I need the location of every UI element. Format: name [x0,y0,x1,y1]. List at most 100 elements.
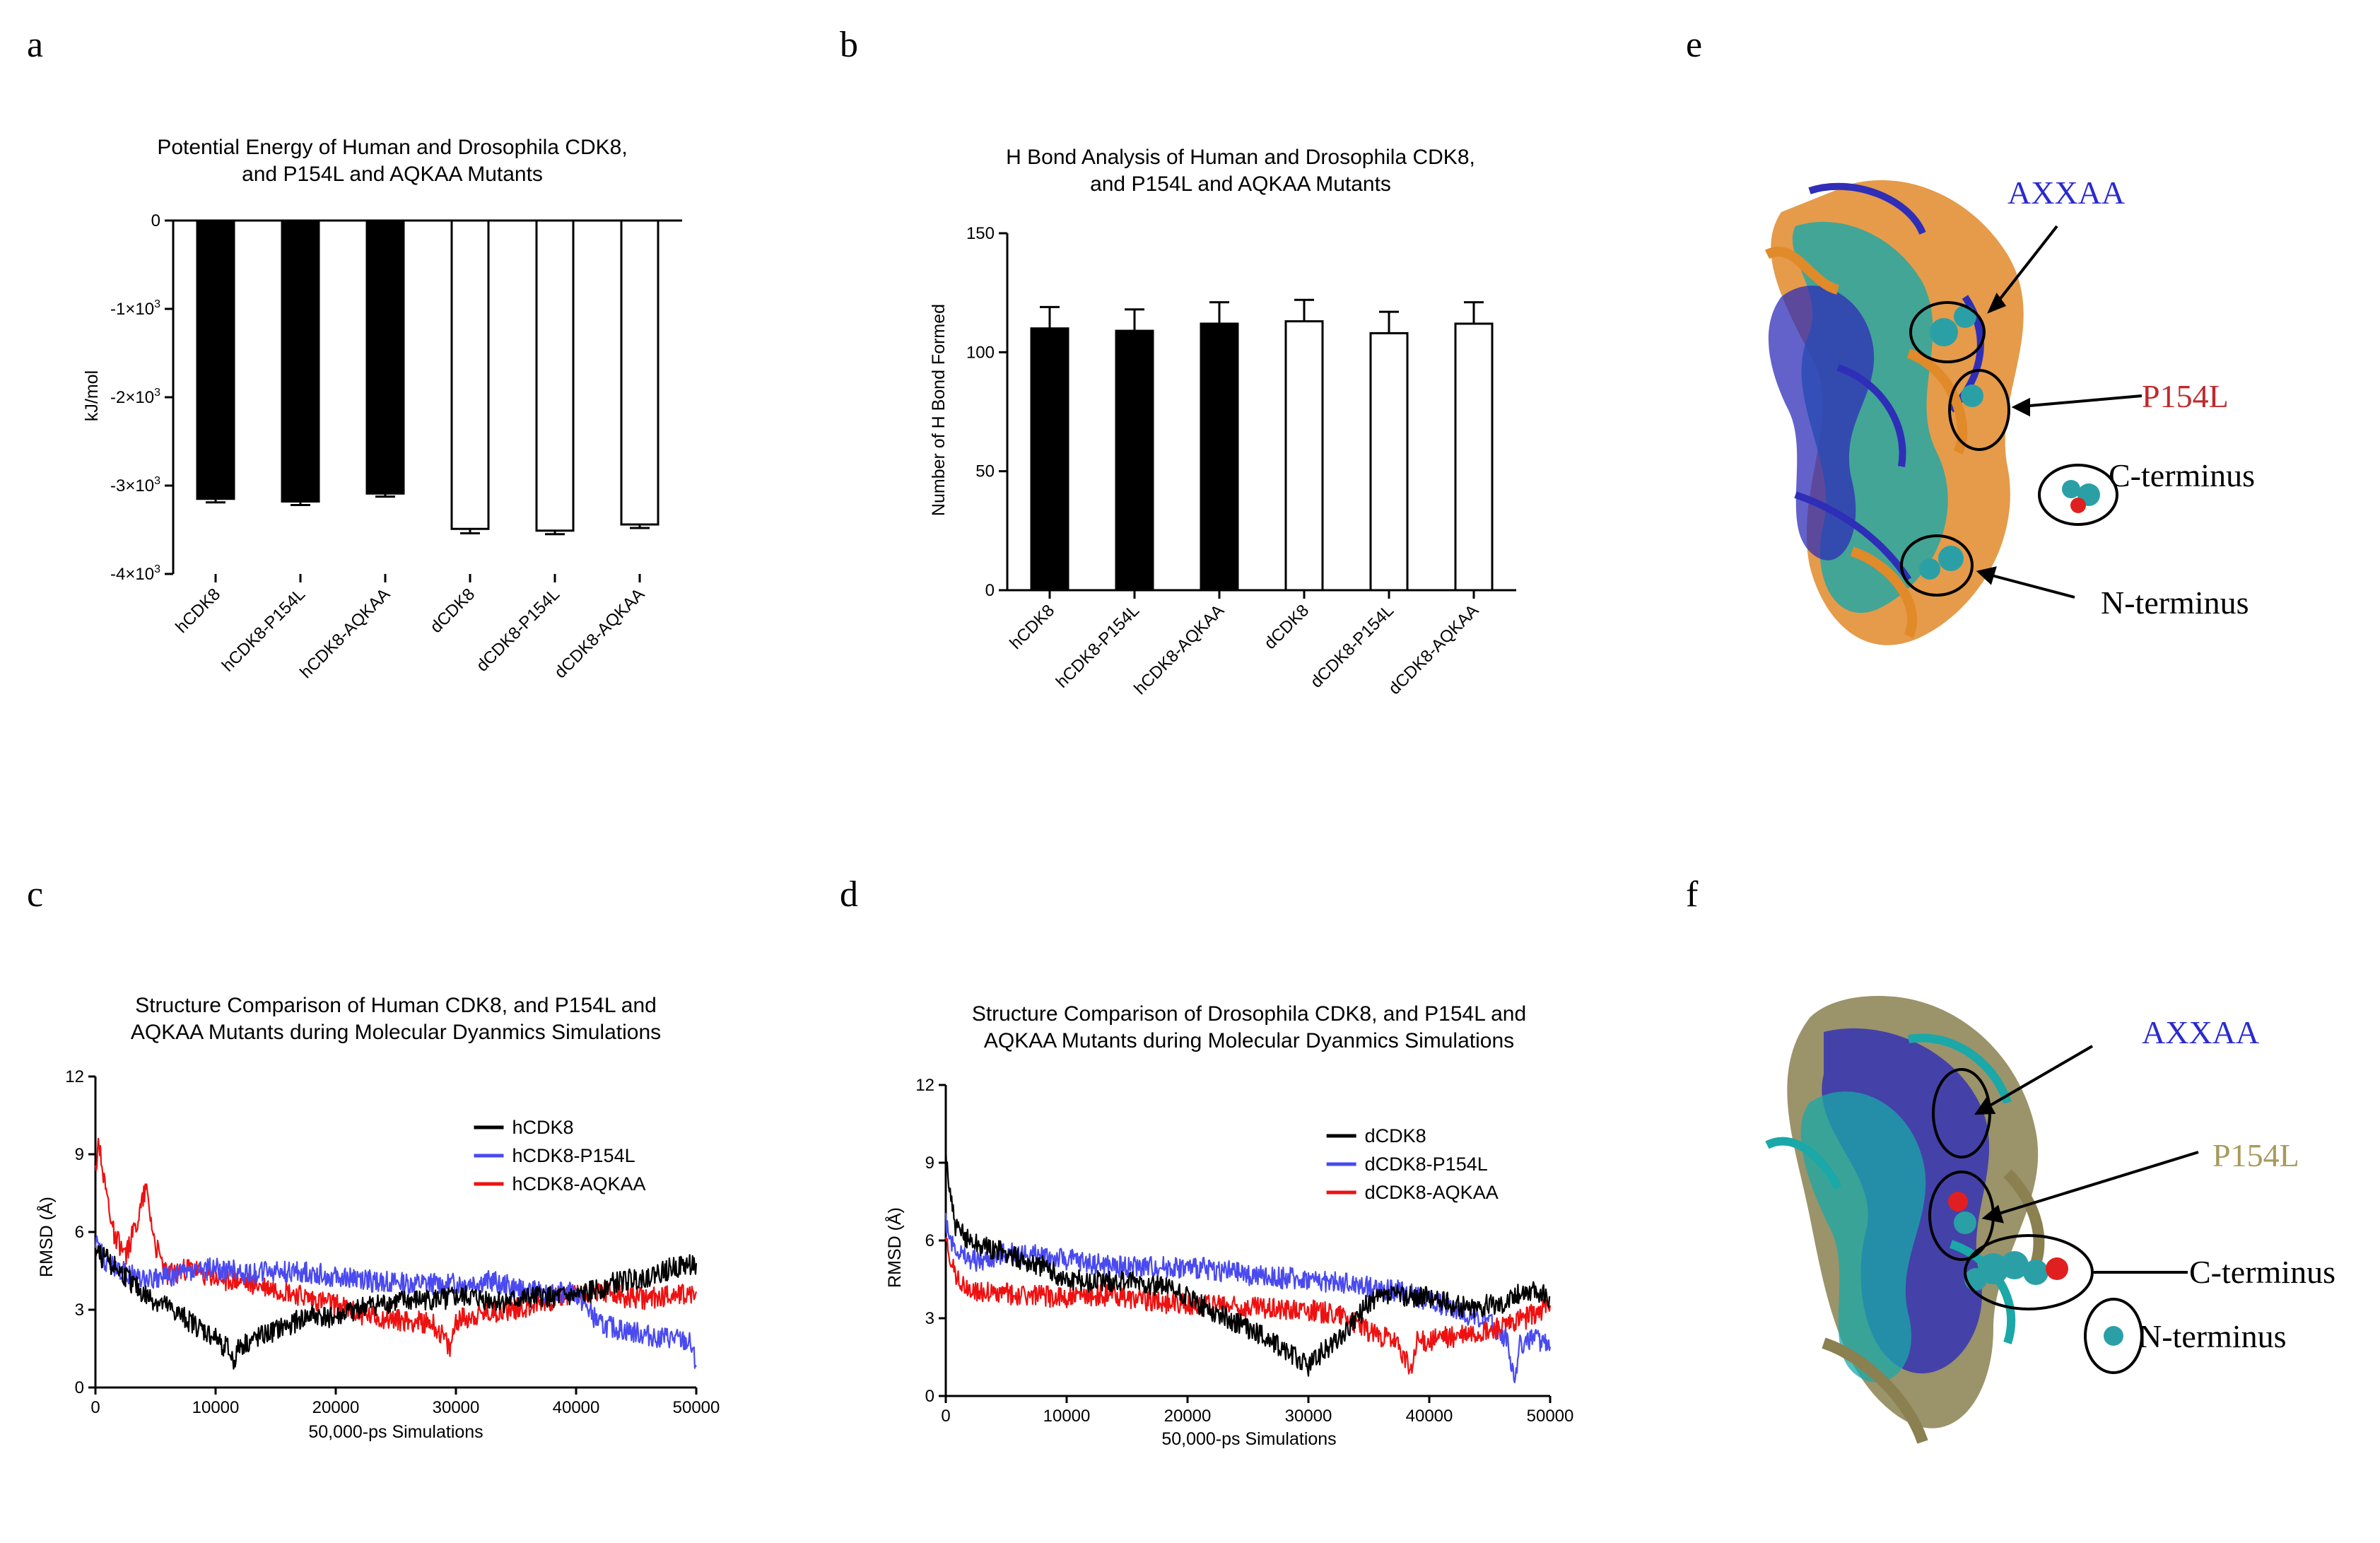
legend-entry: dCDK8-P154L [1365,1154,1488,1175]
bar [281,219,320,503]
y-tick-label: 50 [975,462,995,481]
ellipse-axxaa-e [1909,301,1986,363]
panel-letter-e: e [1686,25,1702,65]
series-line-dCDK8-AQKAA [944,1237,1552,1375]
protein-ribbon-f [1765,996,2045,1444]
chart-d-plot-area: 0 3 6 9 12 0 10000 20000 30000 40000 50000 dCDK8 dCD… [915,1076,1573,1426]
chart-c-ylabel: RMSD (Å) [35,1197,57,1277]
x-tick-label: dCDK8-AQKAA [1385,601,1482,698]
x-tick-label: dCDK8-P154L [1307,601,1398,692]
y-tick-label: 9 [75,1145,84,1164]
bar [1284,320,1324,592]
ellipse-cterm-e [2038,464,2118,526]
x-tick-label: dCDK8 [426,585,479,637]
bar [1200,322,1239,592]
x-tick-label: hCDK8-AQKAA [296,585,394,682]
x-tick-label: hCDK8 [1006,601,1058,653]
x-tick-label: dCDK8-AQKAA [551,585,648,682]
y-tick-label: -4×103 [110,563,160,584]
protein-ribbon-e [1764,180,2024,645]
y-tick-label: 0 [75,1378,84,1397]
chart-c-title: Structure Comparison of Human CDK8, and … [135,994,657,1017]
chart-d-xlabel: 50,000-ps Simulations [1161,1429,1336,1449]
series-line-hCDK8 [94,1245,698,1370]
bar [1030,327,1069,592]
x-tick-label: 40000 [1406,1407,1453,1426]
highlight-ellipses-e [1900,301,2118,597]
chart-b-hbond: H Bond Analysis of Human and Drosophila … [929,146,1516,698]
x-tick-label: 20000 [312,1398,360,1417]
y-tick-label: 3 [75,1301,84,1320]
series-line-dCDK8 [944,1144,1551,1377]
y-tick-label: 3 [925,1309,934,1328]
label-cterm-f: C-terminus [2189,1254,2335,1290]
x-tick-label: 20000 [1164,1407,1212,1426]
label-axxaa-f: AXXAA [2142,1014,2259,1050]
x-tick-label: hCDK8 [172,585,224,637]
chart-c-xlabel: 50,000-ps Simulations [308,1422,483,1442]
x-tick-label: 0 [90,1398,100,1417]
bar [196,219,235,500]
panel-letter-d: d [840,874,858,915]
panel-letter-b: b [840,25,858,65]
bar [450,219,490,530]
bar [1115,329,1154,592]
chart-b-title: H Bond Analysis of Human and Drosophila … [1006,146,1475,169]
chart-a-potential-energy: Potential Energy of Human and Drosophila… [82,136,682,682]
atom-spheres-e [1919,305,2100,580]
y-tick-label: 12 [915,1076,934,1095]
y-tick-label: 6 [925,1231,934,1250]
legend-entry: dCDK8 [1365,1125,1426,1146]
y-tick-label: 12 [65,1067,84,1086]
legend-entry: hCDK8 [512,1117,574,1138]
legend-entry: hCDK8-AQKAA [512,1173,646,1195]
x-tick-label: 30000 [433,1398,480,1417]
bar [1454,322,1494,592]
label-axxaa-e: AXXAA [2007,175,2125,211]
x-tick-label: 50000 [673,1398,720,1417]
y-tick-label: 6 [75,1223,84,1242]
panel-letter-c: c [27,874,43,915]
bar [1369,332,1409,592]
label-p154l-e: P154L [2142,378,2229,414]
chart-c-title-line2: AQKAA Mutants during Molecular Dyanmics … [131,1021,661,1044]
pointer-arrows-f [1974,1045,2199,1274]
legend-entry: dCDK8-AQKAA [1365,1182,1499,1203]
pointer-arrows-e [1976,225,2142,599]
chart-d-title: Structure Comparison of Drosophila CDK8,… [972,1002,1526,1026]
series-line-hCDK8-P154L [94,1235,697,1369]
chart-a-plot-area: 0 -1×103 -2×103 -3×103 -4×103 hCDK8hCDK8-P154… [110,211,682,682]
x-tick-label: dCDK8 [1260,601,1313,653]
panel-f-structure: AXXAA P154L C-terminus N-terminus [1765,996,2335,1444]
y-tick-label: -3×103 [110,475,160,495]
y-tick-label: -2×103 [110,387,160,407]
ellipse-nterm-f [2084,1298,2143,1374]
bar [620,219,660,526]
bar [365,219,405,495]
chart-c-rmsd-human: Structure Comparison of Human CDK8, and … [35,994,720,1442]
atom-spheres-f [1948,1192,2123,1346]
x-tick-label: hCDK8-P154L [218,585,310,676]
panel-e-structure: AXXAA P154L C-terminus N-terminus [1764,175,2255,645]
x-tick-label: 10000 [192,1398,240,1417]
x-tick-label: 0 [941,1407,950,1426]
y-tick-label: 0 [925,1387,934,1406]
panel-letter-f: f [1686,874,1699,915]
bar [535,219,575,532]
y-tick-label: 100 [966,343,995,362]
legend-entry: hCDK8-P154L [512,1145,635,1166]
ellipse-p154l-e [1948,369,2010,451]
ellipse-nterm-e [1900,534,1974,597]
chart-c-plot-area: 0 3 6 9 12 0 10000 20000 30000 40000 50000 hCDK8 hCD… [65,1067,720,1417]
ellipse-cterm-f [1964,1234,2094,1310]
chart-a-title-line2: and P154L and AQKAA Mutants [242,163,543,186]
x-tick-label: 10000 [1043,1407,1091,1426]
chart-d-rmsd-drosophila: Structure Comparison of Drosophila CDK8,… [884,1002,1573,1449]
chart-a-title: Potential Energy of Human and Drosophila… [157,136,627,159]
panel-letter-a: a [27,25,43,65]
label-nterm-e: N-terminus [2101,585,2249,621]
y-tick-label: 150 [966,224,995,243]
chart-a-ylabel: kJ/mol [82,370,102,421]
